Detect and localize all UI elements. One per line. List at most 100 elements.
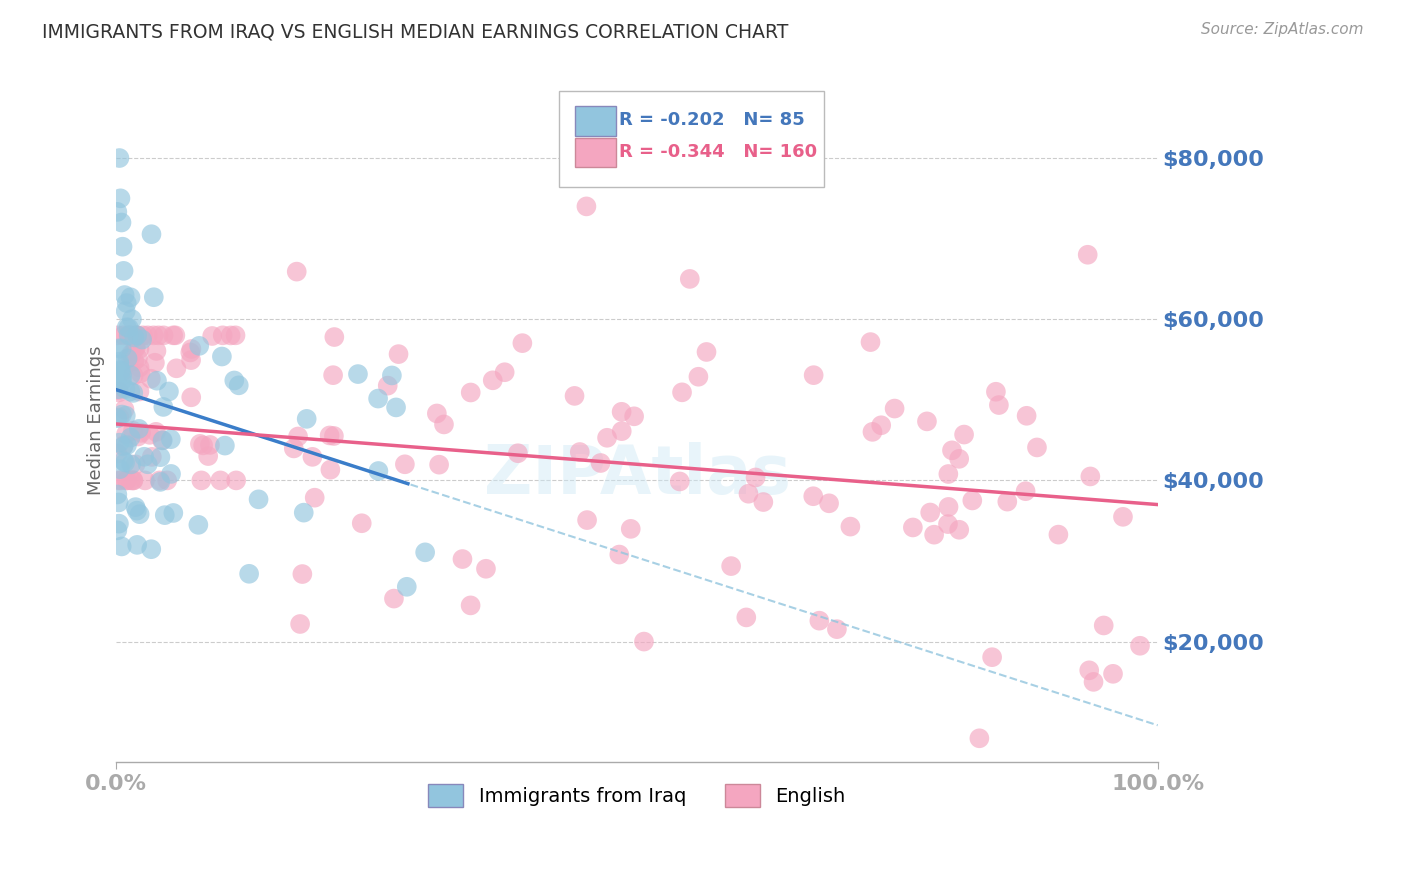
Point	[225, 474, 247, 488]
Point	[114, 402, 136, 417]
Point	[136, 457, 159, 471]
Point	[120, 458, 142, 472]
Point	[145, 343, 167, 358]
Point	[377, 378, 399, 392]
Point	[1014, 484, 1036, 499]
Point	[124, 340, 146, 354]
Point	[620, 522, 643, 536]
Point	[1092, 618, 1115, 632]
Point	[114, 382, 136, 396]
Point	[901, 520, 924, 534]
Point	[451, 552, 474, 566]
Point	[120, 328, 142, 343]
Point	[118, 320, 141, 334]
Point	[105, 487, 128, 501]
Point	[225, 328, 247, 343]
Point	[111, 368, 134, 383]
Point	[283, 442, 305, 456]
FancyBboxPatch shape	[575, 106, 616, 136]
Point	[1026, 441, 1049, 455]
Point	[122, 474, 145, 488]
Point	[247, 492, 270, 507]
Text: Source: ZipAtlas.com: Source: ZipAtlas.com	[1201, 22, 1364, 37]
Point	[136, 328, 159, 343]
Point	[114, 455, 136, 469]
Point	[460, 599, 482, 613]
Point	[318, 428, 340, 442]
Point	[122, 385, 145, 400]
Text: ZIPAtlas: ZIPAtlas	[484, 442, 790, 508]
Point	[941, 443, 963, 458]
Point	[145, 425, 167, 439]
Point	[111, 342, 134, 356]
Point	[120, 474, 142, 488]
Point	[623, 409, 645, 424]
Point	[367, 392, 389, 406]
Point	[110, 215, 132, 229]
Point	[494, 365, 516, 379]
Point	[148, 328, 170, 343]
Point	[862, 425, 884, 439]
Point	[125, 341, 148, 355]
Point	[883, 401, 905, 416]
Point	[107, 382, 129, 396]
Point	[128, 342, 150, 356]
Point	[1077, 248, 1099, 262]
Point	[160, 432, 183, 446]
Point	[752, 495, 775, 509]
Point	[131, 333, 153, 347]
Point	[512, 336, 534, 351]
Point	[108, 516, 131, 531]
Point	[948, 451, 970, 466]
Point	[146, 374, 169, 388]
Point	[134, 450, 156, 464]
Point	[117, 328, 139, 343]
Point	[153, 508, 176, 523]
Point	[105, 524, 128, 538]
Point	[115, 427, 138, 442]
Point	[122, 368, 145, 383]
Point	[1015, 409, 1038, 423]
Point	[201, 329, 224, 343]
Point	[948, 523, 970, 537]
Point	[114, 304, 136, 318]
Point	[115, 474, 138, 488]
Point	[460, 385, 482, 400]
Point	[433, 417, 456, 432]
Point	[987, 398, 1010, 412]
Point	[152, 328, 174, 343]
Point	[395, 580, 418, 594]
Point	[285, 265, 308, 279]
Text: R = -0.202   N= 85: R = -0.202 N= 85	[619, 111, 806, 129]
Point	[149, 450, 172, 465]
Point	[198, 438, 221, 452]
Point	[382, 591, 405, 606]
Point	[981, 650, 1004, 665]
Point	[152, 434, 174, 448]
Point	[107, 474, 129, 488]
Point	[920, 506, 942, 520]
Point	[1078, 469, 1101, 483]
Point	[188, 339, 211, 353]
Point	[108, 151, 131, 165]
Point	[115, 474, 138, 488]
Point	[127, 328, 149, 343]
Point	[142, 328, 165, 343]
Point	[304, 491, 326, 505]
Text: IMMIGRANTS FROM IRAQ VS ENGLISH MEDIAN EARNINGS CORRELATION CHART: IMMIGRANTS FROM IRAQ VS ENGLISH MEDIAN E…	[42, 22, 789, 41]
Point	[870, 418, 893, 433]
Point	[288, 617, 311, 632]
Point	[387, 347, 409, 361]
Point	[367, 464, 389, 478]
Point	[610, 424, 633, 438]
Point	[1047, 527, 1070, 541]
Point	[165, 361, 187, 376]
Point	[291, 567, 314, 582]
Point	[1112, 509, 1135, 524]
FancyBboxPatch shape	[575, 137, 616, 167]
Point	[117, 351, 139, 366]
Point	[224, 374, 246, 388]
Point	[108, 435, 131, 450]
Point	[426, 407, 449, 421]
Point	[385, 401, 408, 415]
